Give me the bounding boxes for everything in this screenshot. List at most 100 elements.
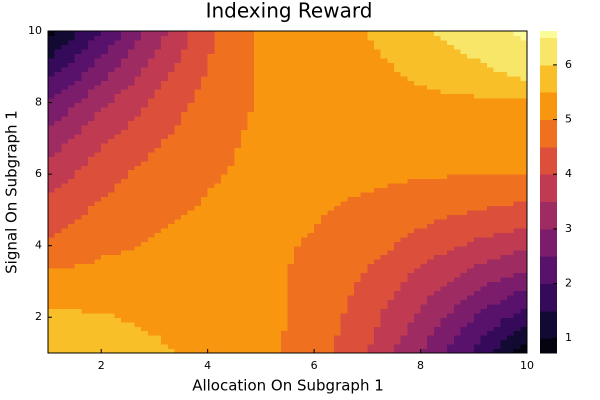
contour-cell <box>340 276 348 283</box>
contour-cell <box>427 326 435 332</box>
contour-cell <box>433 129 442 135</box>
contour-cell <box>101 62 109 68</box>
contour-cell <box>320 133 329 139</box>
contour-cell <box>280 272 289 278</box>
contour-cell <box>467 268 475 274</box>
contour-cell <box>340 31 348 37</box>
contour-cell <box>520 120 528 126</box>
contour-cell <box>373 187 382 193</box>
contour-cell <box>167 250 176 256</box>
contour-cell <box>500 232 508 238</box>
contour-cell <box>201 66 209 72</box>
contour-cell <box>174 48 182 54</box>
contour-cell <box>307 205 315 211</box>
contour-cell <box>181 66 189 72</box>
contour-cell <box>167 317 176 323</box>
contour-cell <box>154 187 162 193</box>
contour-cell <box>161 209 169 215</box>
contour-cell <box>107 107 116 113</box>
contour-cell <box>420 290 428 296</box>
contour-cell <box>340 120 348 126</box>
contour-cell <box>407 80 415 86</box>
contour-cell <box>500 348 508 354</box>
contour-cell <box>54 285 62 291</box>
contour-cell <box>300 254 309 260</box>
contour-cell <box>393 348 402 354</box>
contour-cell <box>347 174 355 180</box>
contour-cell <box>440 263 448 269</box>
contour-cell <box>447 312 455 318</box>
contour-cell <box>54 165 62 171</box>
contour-cell <box>141 281 149 287</box>
contour-cell <box>114 44 122 50</box>
contour-cell <box>240 178 249 184</box>
contour-cell <box>167 344 176 350</box>
contour-cell <box>121 165 129 171</box>
contour-cell <box>473 169 482 175</box>
contour-cell <box>393 115 402 122</box>
contour-cell <box>194 192 202 198</box>
contour-cell <box>447 227 455 233</box>
contour-cell <box>400 321 408 327</box>
contour-cell <box>61 294 69 300</box>
contour-cell <box>493 312 501 318</box>
contour-cell <box>280 66 289 72</box>
y-axis-label: Signal On Subgraph 1 <box>3 110 21 274</box>
contour-cell <box>387 232 395 238</box>
contour-cell <box>393 308 402 314</box>
contour-cell <box>373 107 382 113</box>
contour-cell <box>280 263 289 269</box>
contour-cell <box>161 80 169 86</box>
contour-cell <box>87 281 96 287</box>
contour-cell <box>174 344 182 350</box>
contour-cell <box>520 174 528 180</box>
contour-cell <box>187 312 195 318</box>
contour-cell <box>407 98 415 104</box>
contour-cell <box>467 344 475 350</box>
contour-cell <box>307 147 315 153</box>
contour-cell <box>154 80 162 86</box>
contour-cell <box>280 62 289 68</box>
contour-cell <box>287 165 295 171</box>
contour-cell <box>520 250 528 256</box>
contour-cell <box>300 241 309 247</box>
contour-cell <box>413 259 422 265</box>
contour-cell <box>447 133 455 139</box>
contour-cell <box>327 227 335 233</box>
contour-cell <box>240 57 249 63</box>
contour-cell <box>393 156 402 162</box>
contour-cell <box>121 62 129 68</box>
contour-cell <box>134 98 142 104</box>
contour-cell <box>440 250 448 256</box>
contour-cell <box>480 93 488 99</box>
contour-cell <box>487 321 495 327</box>
contour-cell <box>493 89 501 95</box>
contour-cell <box>280 102 289 108</box>
contour-cell <box>393 124 402 130</box>
contour-cell <box>267 124 275 130</box>
contour-cell <box>520 312 528 318</box>
contour-cell <box>320 62 329 68</box>
contour-cell <box>460 330 468 336</box>
contour-cell <box>480 303 488 309</box>
contour-cell <box>447 285 455 291</box>
contour-cell <box>61 285 69 291</box>
contour-cell <box>247 174 255 180</box>
contour-cell <box>114 268 122 274</box>
contour-cell <box>274 165 282 171</box>
contour-cell <box>187 317 195 323</box>
contour-cell <box>513 115 521 122</box>
contour-cell <box>400 348 408 354</box>
contour-cell <box>367 339 375 345</box>
contour-cell <box>460 111 468 117</box>
contour-cell <box>181 71 189 77</box>
contour-cell <box>314 111 322 117</box>
contour-cell <box>101 89 109 95</box>
contour-cell <box>147 129 156 135</box>
contour-cell <box>121 272 129 278</box>
contour-cell <box>393 71 402 77</box>
contour-cell <box>214 192 222 198</box>
contour-cell <box>513 335 521 341</box>
contour-cell <box>48 348 56 354</box>
contour-cell <box>513 348 521 354</box>
